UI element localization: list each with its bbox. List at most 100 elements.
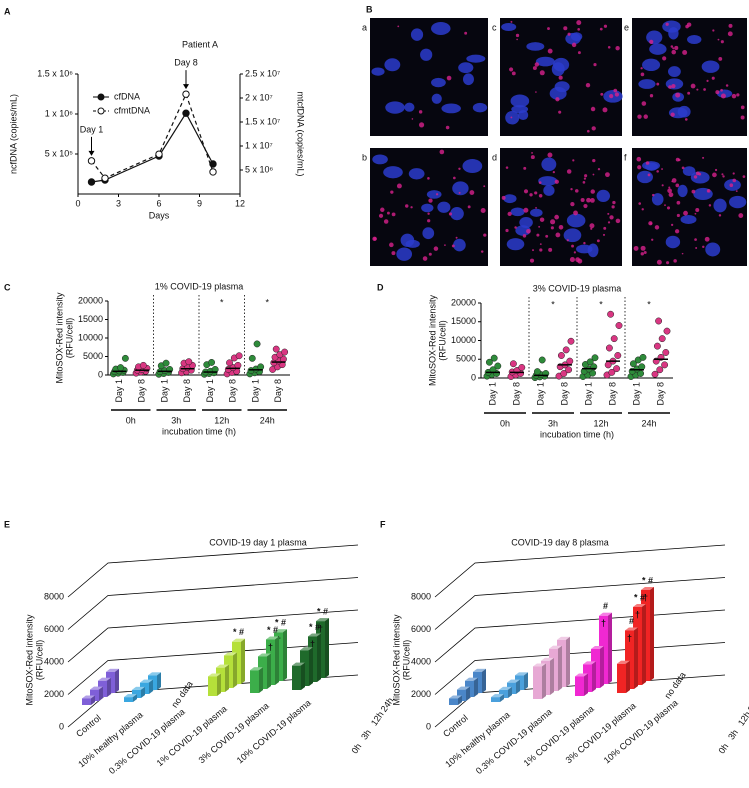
grid-line [67, 609, 359, 663]
bar-top [250, 667, 263, 671]
legend-label: cfDNA [114, 91, 140, 101]
nucleus [501, 22, 517, 31]
bar-side-shade [634, 627, 638, 689]
nucleus [667, 66, 681, 77]
mito-signal [577, 51, 581, 55]
bar-top [515, 672, 528, 676]
point [656, 366, 664, 374]
mito-signal [704, 236, 710, 242]
x-tick-label: 12 [235, 198, 245, 208]
mito-signal [458, 167, 461, 170]
mito-signal [694, 238, 697, 241]
mito-signal [607, 221, 611, 224]
nucleus [680, 214, 697, 225]
nucleus [642, 161, 660, 171]
nucleus [404, 102, 415, 112]
mito-signal [554, 179, 559, 184]
mito-signal [483, 233, 487, 237]
mito-signal [554, 214, 559, 220]
nucleus [716, 89, 733, 98]
mito-signal [667, 188, 672, 194]
mito-signal [703, 88, 706, 91]
bar-top-shade [583, 661, 596, 665]
nucleus [503, 194, 517, 204]
point [139, 361, 147, 369]
mito-signal [480, 207, 486, 214]
point [605, 344, 613, 352]
nucleus [642, 58, 661, 72]
nucleus [596, 189, 611, 203]
mito-signal [668, 85, 672, 89]
bar [617, 663, 626, 693]
mito-signal [586, 197, 591, 203]
point [591, 354, 599, 362]
nucleus [713, 198, 727, 213]
nucleus [421, 203, 434, 213]
significance: * [220, 297, 224, 307]
mito-signal [516, 38, 518, 41]
mito-signal [592, 173, 595, 176]
mito-signal [695, 247, 698, 249]
bar-side [474, 677, 478, 697]
bar-top-shade [216, 664, 229, 668]
mito-signal [672, 47, 675, 50]
mito-signal [522, 234, 527, 238]
mito-signal [599, 27, 603, 31]
x-tick-label: 10% COVID-19 plasma [602, 698, 680, 766]
bar-side-shade [566, 636, 570, 687]
bar-top-shade [641, 587, 654, 590]
nucleus [385, 101, 405, 114]
y-tick-label: 5 x 10⁵ [45, 148, 74, 158]
significance: * [599, 299, 603, 309]
bar-side [508, 686, 512, 698]
top-label: * # [233, 627, 244, 637]
mito-signal [715, 90, 720, 95]
point [661, 361, 669, 369]
bar-top [308, 633, 321, 637]
y-axis-label: MitoSOX-Red intensity [427, 294, 437, 386]
x-tick-label: 0.3% COVID-19 plasma [474, 707, 554, 776]
mito-signal [571, 244, 574, 248]
mito-signal [548, 247, 553, 252]
y-axis-label: MitoSOX-Red intensity [24, 614, 34, 706]
mito-signal [534, 191, 538, 195]
mito-signal [505, 166, 509, 169]
bar-top [232, 638, 245, 642]
nucleus [458, 62, 474, 74]
point [651, 370, 659, 378]
bar-side-shade [474, 677, 478, 697]
bar-top [583, 661, 596, 665]
mito-signal [558, 110, 562, 114]
point [248, 354, 256, 362]
mito-signal [708, 204, 712, 207]
mito-signal [712, 172, 717, 178]
bar-top [90, 686, 103, 690]
mito-signal [636, 156, 642, 162]
mito-signal [609, 215, 614, 220]
mito-signal [637, 165, 642, 170]
top-label: * # [642, 575, 653, 585]
point [155, 150, 163, 158]
point [658, 335, 666, 343]
panel-letter: A [4, 6, 11, 16]
mito-signal [649, 39, 654, 45]
bar-top [575, 673, 588, 677]
x-tick-label: 3 [116, 198, 121, 208]
x-axis-label: Days [149, 210, 170, 220]
bar-side [99, 686, 103, 701]
group-label: 24h [260, 415, 275, 425]
point [509, 360, 517, 368]
nucleus [638, 79, 656, 89]
mito-signal [507, 211, 512, 217]
mito-signal [718, 57, 723, 61]
mito-signal [718, 214, 722, 217]
image-label: a [362, 22, 367, 32]
mito-signal [514, 226, 517, 229]
top-label: # [629, 616, 634, 626]
nucleus [431, 21, 451, 35]
mito-signal [738, 213, 744, 218]
y-tick-label: 1.5 x 10⁶ [37, 68, 73, 78]
nucleus [541, 157, 557, 172]
bar-top [449, 695, 462, 699]
mito-signal [612, 200, 616, 205]
